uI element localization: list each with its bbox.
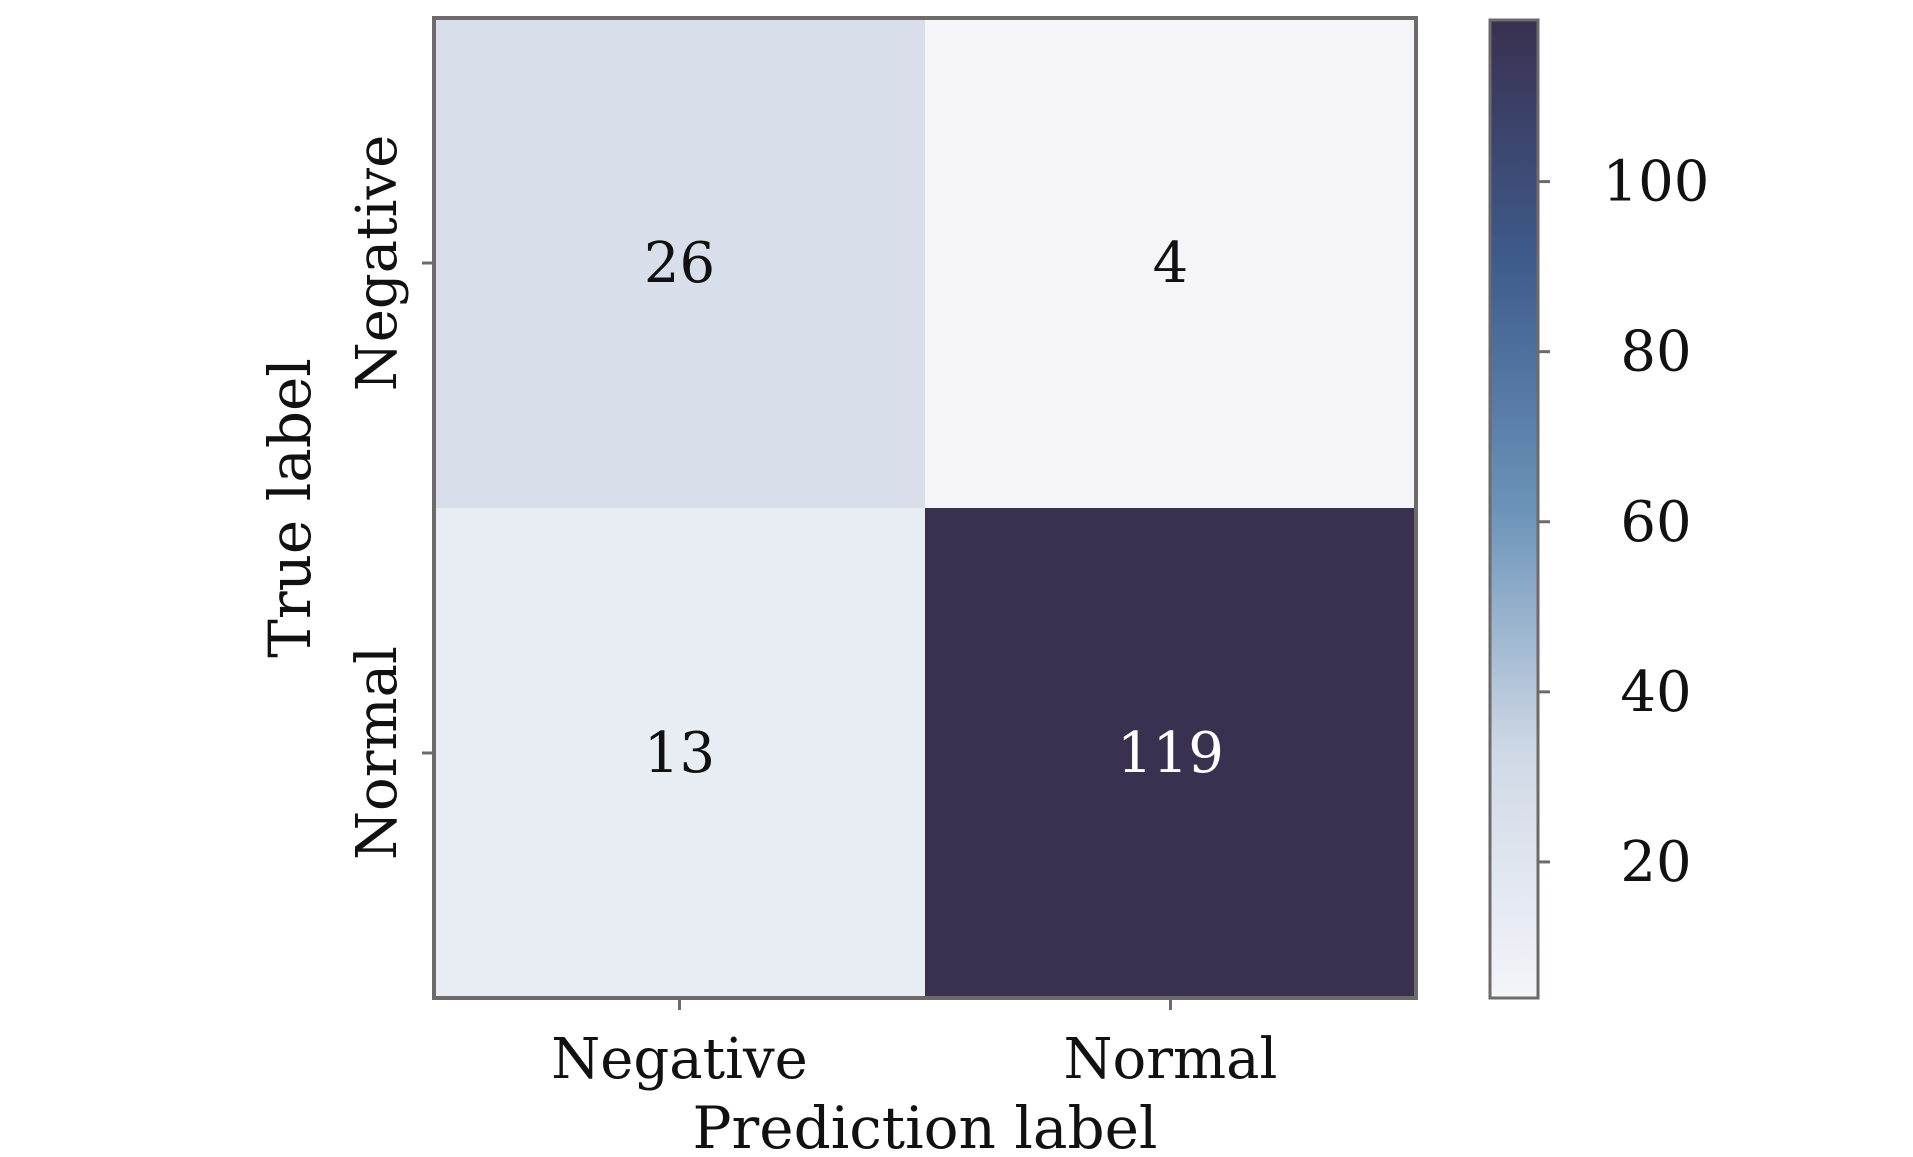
- heatmap-cells: [434, 18, 1416, 998]
- cell-value-label: 4: [1153, 231, 1189, 296]
- x-tick-label: Negative: [551, 1027, 808, 1092]
- colorbar-tick-label: 100: [1603, 150, 1710, 215]
- plot-frame: [432, 16, 1418, 1000]
- y-axis: Negative Normal: [345, 135, 434, 860]
- colorbar-ticks: 20 40 60 80 100: [1538, 150, 1709, 895]
- cell-value-labels: 26 4 13 119: [644, 231, 1224, 786]
- heatmap-cell: [925, 18, 1416, 508]
- y-tick-label: Negative: [345, 135, 410, 392]
- cell-value-label: 13: [644, 721, 715, 786]
- heatmap-cell: [925, 508, 1416, 998]
- colorbar-tick-label: 80: [1620, 320, 1691, 385]
- x-tick-label: Normal: [1064, 1027, 1278, 1092]
- colorbar: [1488, 18, 1540, 1000]
- colorbar-tick-label: 60: [1620, 490, 1691, 555]
- y-axis-title: True label: [256, 358, 324, 658]
- colorbar-tick-label: 20: [1620, 830, 1691, 895]
- x-axis-title: Prediction label: [693, 1094, 1158, 1157]
- y-tick-label: Normal: [345, 646, 410, 860]
- colorbar-tick-label: 40: [1620, 660, 1691, 725]
- cell-value-label: 119: [1117, 721, 1224, 786]
- cell-value-label: 26: [644, 231, 715, 296]
- heatmap-cell: [434, 18, 925, 508]
- x-axis: Negative Normal: [551, 998, 1277, 1092]
- heatmap-cell: [434, 508, 925, 998]
